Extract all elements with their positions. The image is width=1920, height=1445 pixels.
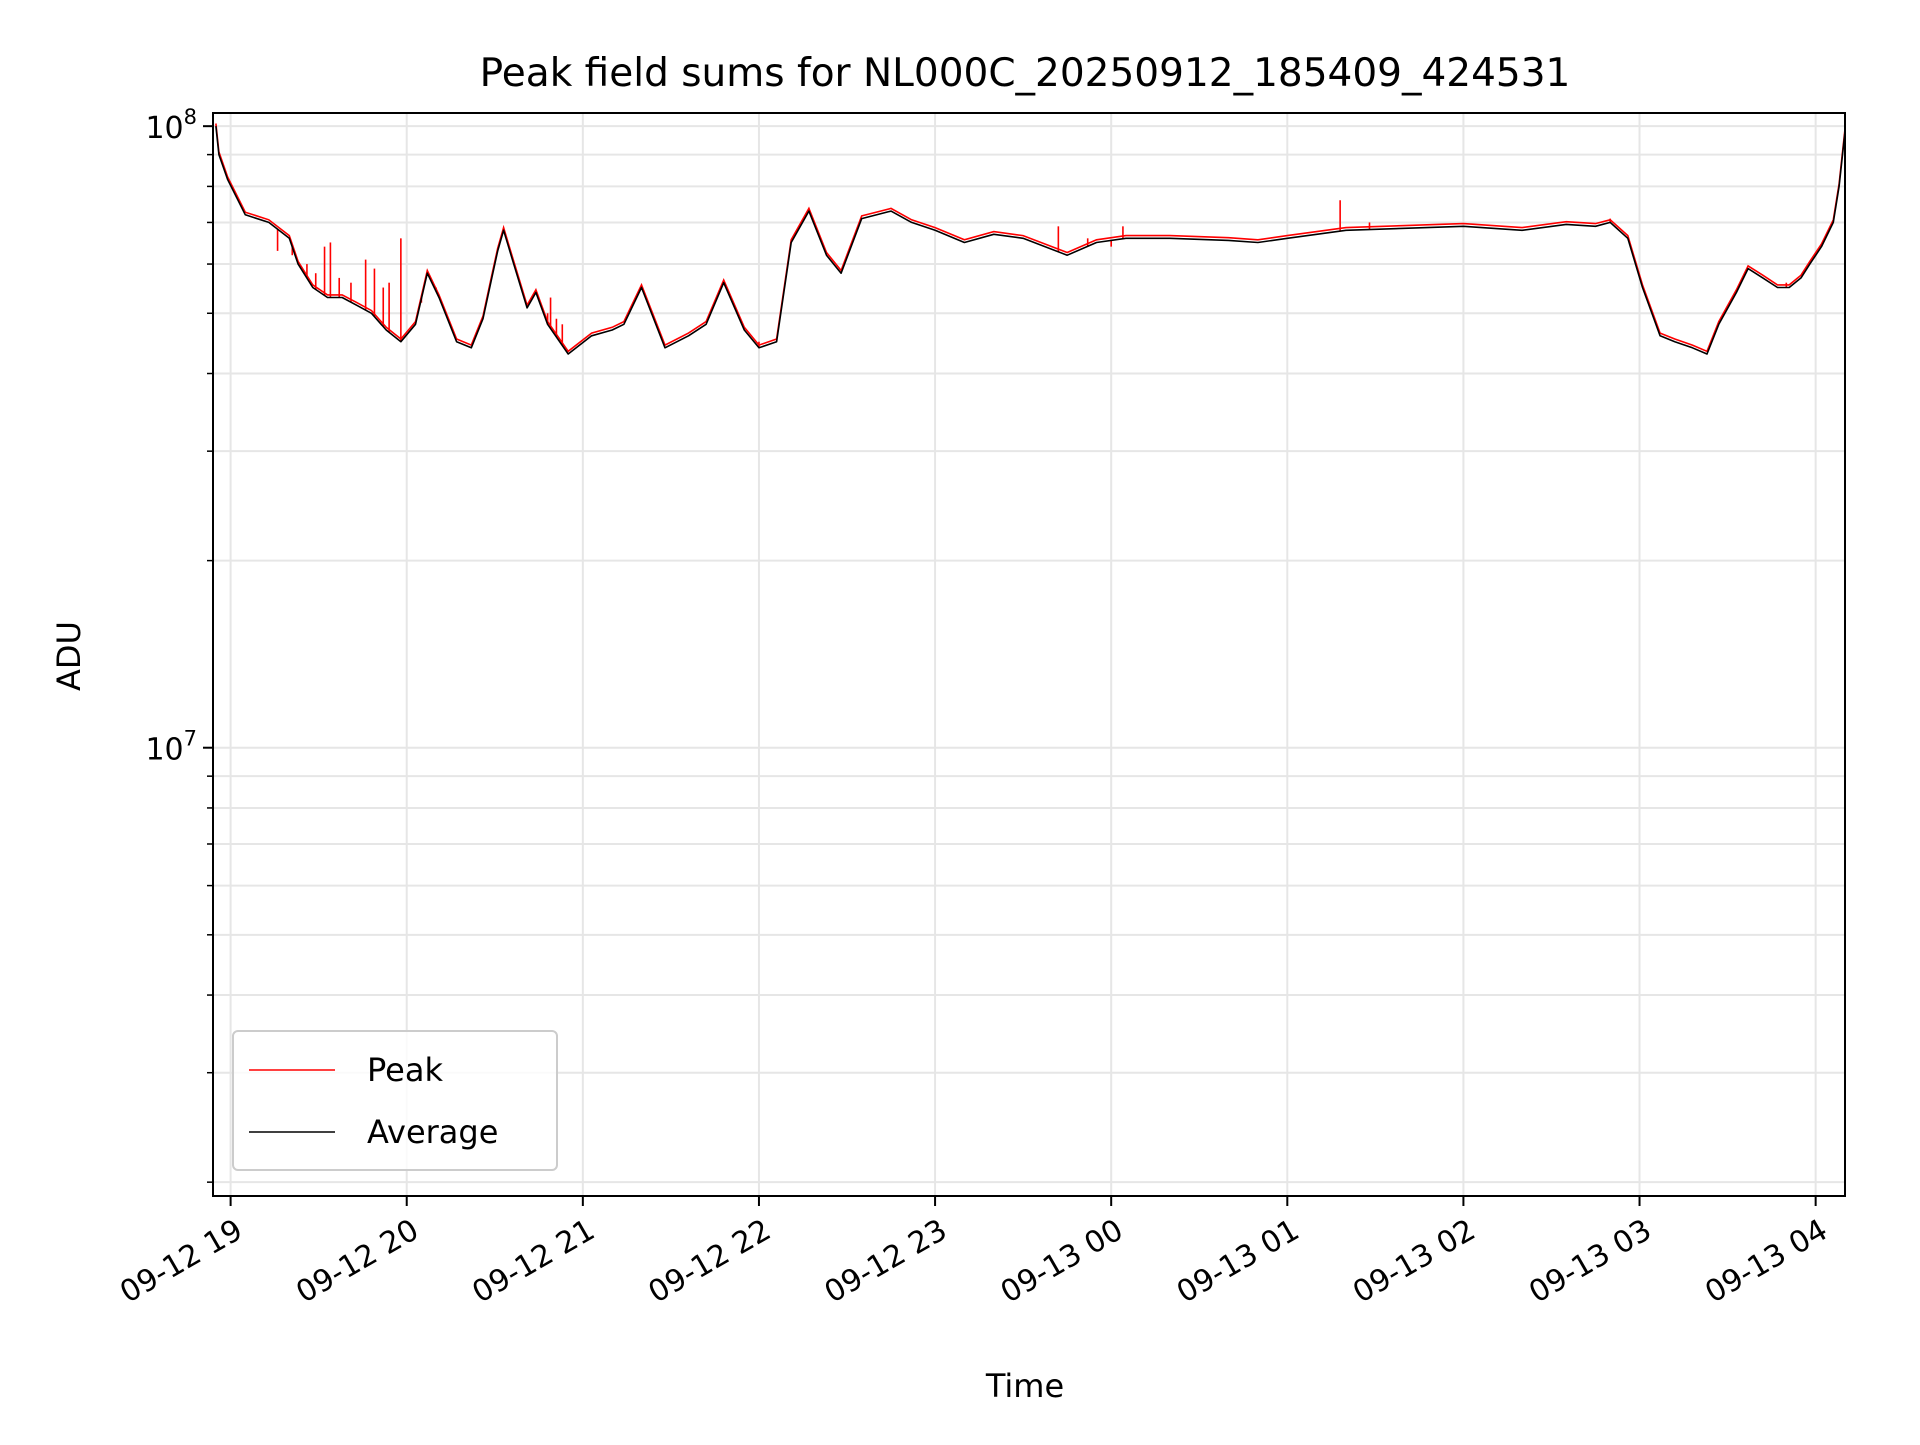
legend: Peak Average bbox=[232, 1030, 558, 1171]
y-tick-label: 108 bbox=[145, 105, 197, 146]
plot-area-frame bbox=[212, 112, 1846, 1197]
series-line-peak bbox=[215, 123, 1846, 353]
chart-title: Peak field sums for NL000C_20250912_1854… bbox=[480, 51, 1571, 96]
series-line-average bbox=[215, 126, 1846, 355]
plot-data bbox=[215, 123, 1846, 355]
y-axis-label: ADU bbox=[50, 621, 88, 691]
x-axis-label: Time bbox=[985, 1367, 1064, 1405]
legend-label-average: Average bbox=[367, 1113, 498, 1151]
grid-lines bbox=[213, 113, 1845, 1196]
legend-box bbox=[232, 1030, 558, 1171]
legend-label-peak: Peak bbox=[367, 1051, 443, 1089]
y-tick-label: 107 bbox=[145, 727, 197, 768]
